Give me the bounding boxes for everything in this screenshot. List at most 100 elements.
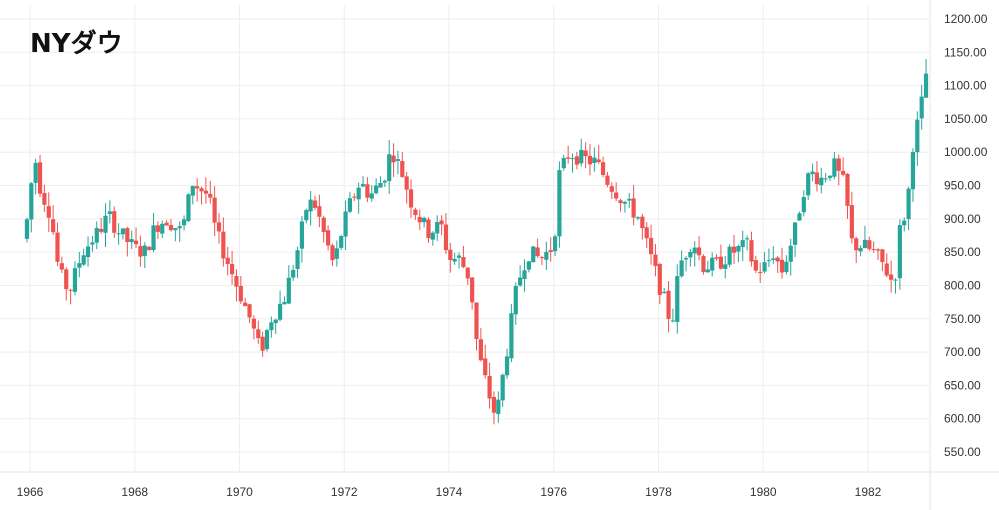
candle-up bbox=[622, 200, 627, 213]
candle-up bbox=[273, 318, 278, 334]
x-tick-label: 1972 bbox=[331, 485, 358, 499]
candle-body bbox=[810, 171, 815, 175]
candle-body bbox=[164, 222, 169, 226]
candle-body bbox=[875, 249, 881, 251]
candle-body bbox=[679, 260, 684, 277]
candle-up bbox=[522, 259, 527, 292]
candle-down bbox=[426, 217, 431, 243]
candle-down bbox=[845, 173, 850, 219]
candle-down bbox=[644, 222, 649, 248]
y-tick-label: 800.00 bbox=[944, 278, 981, 292]
candle-body bbox=[286, 277, 291, 304]
candle-up bbox=[723, 255, 728, 279]
candle-body bbox=[727, 246, 732, 265]
candle-body bbox=[561, 158, 566, 169]
candle-body bbox=[557, 170, 562, 237]
candle-body bbox=[574, 156, 579, 165]
candle-up bbox=[282, 296, 287, 305]
candle-up bbox=[592, 147, 597, 172]
candle-body bbox=[216, 222, 222, 232]
candle-down bbox=[574, 151, 579, 170]
candle-body bbox=[243, 302, 248, 307]
candle-down bbox=[64, 267, 69, 301]
y-tick-label: 950.00 bbox=[944, 179, 981, 193]
candle-body bbox=[391, 155, 396, 163]
candle-down bbox=[317, 194, 322, 228]
candle-body bbox=[814, 172, 820, 185]
candle-body bbox=[862, 239, 868, 249]
y-tick-label: 1100.00 bbox=[944, 79, 987, 93]
candle-body bbox=[229, 264, 235, 275]
candle-body bbox=[321, 217, 326, 233]
candle-body bbox=[841, 170, 846, 175]
candle-up bbox=[422, 216, 427, 228]
y-tick-label: 700.00 bbox=[944, 345, 981, 359]
candle-up bbox=[160, 220, 165, 238]
candle-down bbox=[413, 207, 418, 220]
candle-up bbox=[81, 248, 86, 266]
candle-body bbox=[496, 399, 501, 415]
candle-body bbox=[696, 247, 702, 256]
candle-body bbox=[264, 330, 270, 350]
candle-body bbox=[120, 228, 126, 235]
candle-body bbox=[448, 249, 453, 261]
candle-down bbox=[749, 231, 754, 267]
candle-down bbox=[352, 193, 357, 202]
candles-layer bbox=[24, 59, 929, 425]
candle-down bbox=[854, 236, 859, 264]
candle-up bbox=[518, 265, 523, 287]
candle-down bbox=[208, 180, 213, 204]
candle-up bbox=[683, 256, 689, 272]
candle-body bbox=[326, 230, 331, 246]
candle-up bbox=[797, 211, 802, 221]
candle-down bbox=[439, 215, 444, 236]
candle-down bbox=[203, 177, 208, 204]
candle-down bbox=[880, 248, 885, 271]
candle-body bbox=[77, 263, 82, 268]
candle-body bbox=[330, 245, 335, 261]
candle-down bbox=[535, 238, 540, 258]
candle-down bbox=[841, 157, 846, 177]
candle-down bbox=[666, 281, 671, 333]
candle-body bbox=[474, 302, 479, 340]
candle-down bbox=[583, 142, 588, 169]
candle-down bbox=[99, 218, 104, 234]
candle-up bbox=[570, 153, 575, 173]
candle-body bbox=[273, 319, 278, 324]
candle-body bbox=[653, 254, 658, 266]
candle-body bbox=[897, 225, 902, 279]
candle-body bbox=[64, 269, 69, 290]
candle-body bbox=[81, 255, 86, 265]
candle-body bbox=[147, 246, 152, 251]
candle-body bbox=[208, 193, 213, 198]
candle-down bbox=[147, 245, 152, 251]
candle-down bbox=[657, 262, 662, 305]
candle-body bbox=[592, 157, 597, 163]
candle-body bbox=[889, 274, 894, 280]
candle-body bbox=[923, 73, 929, 98]
candle-up bbox=[858, 245, 863, 257]
candle-up bbox=[736, 244, 741, 263]
candle-down bbox=[68, 288, 73, 305]
candle-body bbox=[902, 220, 907, 226]
candle-up bbox=[745, 235, 750, 251]
candle-body bbox=[395, 159, 401, 161]
candle-down bbox=[221, 217, 226, 267]
candle-up bbox=[77, 252, 82, 278]
candle-body bbox=[277, 303, 283, 320]
candle-body bbox=[500, 374, 505, 401]
candle-body bbox=[915, 119, 920, 153]
chart-title: NYダウ bbox=[30, 28, 123, 59]
candle-up bbox=[299, 215, 305, 263]
candle-up bbox=[902, 217, 907, 232]
x-tick-label: 1970 bbox=[226, 485, 253, 499]
candle-down bbox=[618, 198, 623, 212]
candle-up bbox=[286, 265, 291, 304]
candle-body bbox=[430, 232, 435, 240]
candle-down bbox=[614, 182, 619, 202]
candle-body bbox=[775, 257, 780, 262]
candle-up bbox=[627, 192, 632, 208]
candle-up bbox=[692, 241, 697, 267]
